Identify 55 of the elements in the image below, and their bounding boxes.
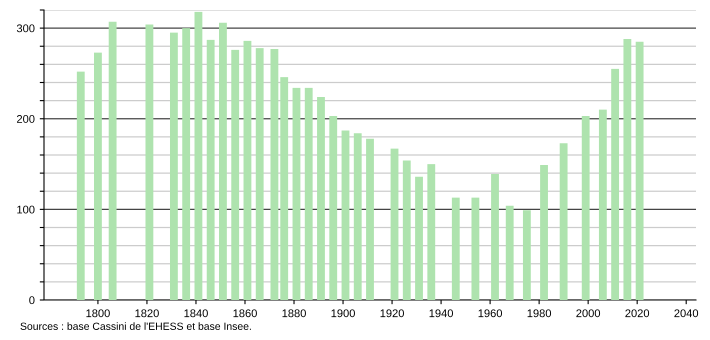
x-tick-label: 1980 [528, 309, 552, 318]
bar [342, 130, 350, 300]
y-tick-label: 0 [29, 296, 35, 304]
x-tick-label: 1900 [332, 309, 355, 318]
bar [560, 143, 568, 300]
x-tick-label: 1840 [184, 309, 208, 318]
x-tick-label: 1860 [233, 309, 257, 318]
bar [636, 42, 644, 300]
x-tick-label: 2040 [674, 309, 698, 318]
source-note: Sources : base Cassini de l'EHESS et base Insee. [20, 322, 251, 330]
bar [270, 48, 278, 300]
bar [329, 116, 338, 300]
bar [76, 72, 85, 300]
x-tick-label: 1800 [86, 309, 110, 318]
bar [182, 28, 190, 300]
bar [354, 133, 362, 300]
bar [402, 160, 411, 300]
x-tick-label: 1940 [430, 309, 454, 318]
bar [611, 68, 620, 300]
bar [280, 77, 288, 300]
bar [522, 210, 531, 300]
bar [598, 110, 607, 300]
x-tick-label: 1920 [380, 309, 404, 318]
bar [317, 97, 325, 300]
bar [244, 40, 252, 300]
bar [427, 164, 436, 300]
bar [390, 148, 398, 300]
bar [145, 24, 154, 300]
bar [256, 48, 264, 300]
bar [231, 50, 240, 300]
bar [94, 52, 102, 300]
bar [452, 198, 460, 300]
bar [206, 40, 215, 300]
bar [194, 12, 202, 300]
y-tick-label: 200 [16, 115, 35, 123]
bar [219, 22, 227, 300]
y-tick-label: 100 [17, 206, 35, 214]
bar [366, 138, 374, 300]
bar [582, 116, 590, 300]
bar [170, 32, 178, 300]
x-tick-label: 1960 [478, 309, 502, 318]
bar [108, 22, 117, 300]
x-tick-label: 1880 [282, 309, 306, 318]
x-tick-label: 1820 [135, 309, 159, 318]
bar [540, 164, 548, 300]
x-tick-label: 2000 [576, 309, 600, 318]
bar [292, 88, 300, 300]
bar [623, 39, 632, 300]
bar [506, 206, 514, 300]
x-tick-label: 2020 [625, 309, 650, 318]
bar [415, 176, 423, 300]
bar [471, 198, 480, 300]
y-tick-label: 300 [16, 24, 35, 32]
bar [304, 88, 313, 300]
bar [491, 174, 499, 300]
